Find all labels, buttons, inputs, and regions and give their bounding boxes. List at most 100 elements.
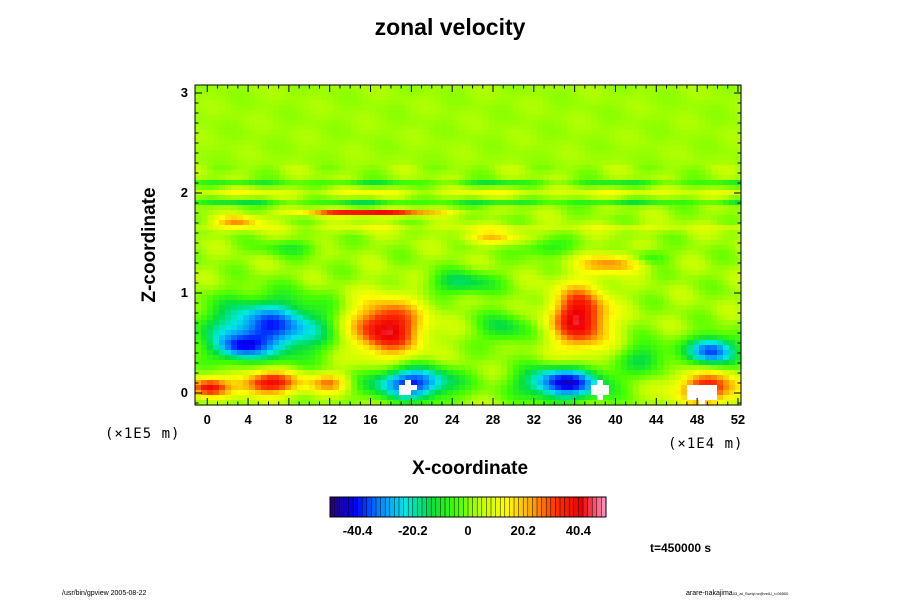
heatmap-cell bbox=[501, 310, 508, 316]
heatmap-cell bbox=[669, 280, 676, 286]
heatmap-cell bbox=[657, 285, 664, 291]
heatmap-cell bbox=[693, 205, 700, 211]
heatmap-cell bbox=[411, 350, 418, 356]
heatmap-cell bbox=[681, 305, 688, 311]
heatmap-cell bbox=[429, 250, 436, 256]
heatmap-cell bbox=[477, 280, 484, 286]
heatmap-cell bbox=[645, 145, 652, 151]
heatmap-cell bbox=[519, 140, 526, 146]
heatmap-cell bbox=[495, 335, 502, 341]
heatmap-cell bbox=[537, 190, 544, 196]
heatmap-cell bbox=[519, 120, 526, 126]
heatmap-cell bbox=[513, 345, 520, 351]
heatmap-cell bbox=[513, 120, 520, 126]
heatmap-cell bbox=[543, 210, 550, 216]
heatmap-cell bbox=[483, 220, 490, 226]
heatmap-cell bbox=[513, 250, 520, 256]
heatmap-cell bbox=[711, 280, 718, 286]
heatmap-cell bbox=[597, 190, 604, 196]
heatmap-cell bbox=[315, 215, 322, 221]
heatmap-cell bbox=[597, 225, 604, 231]
heatmap-cell bbox=[429, 240, 436, 246]
heatmap-cell bbox=[699, 285, 706, 291]
heatmap-cell bbox=[303, 265, 310, 271]
heatmap-cell bbox=[435, 210, 442, 216]
heatmap-cell bbox=[351, 290, 358, 296]
heatmap-cell bbox=[231, 320, 238, 326]
heatmap-cell bbox=[681, 140, 688, 146]
heatmap-cell bbox=[615, 110, 622, 116]
heatmap-cell bbox=[705, 140, 712, 146]
heatmap-cell bbox=[429, 180, 436, 186]
heatmap-cell bbox=[381, 115, 388, 121]
heatmap-cell bbox=[417, 315, 424, 321]
heatmap-cell bbox=[453, 290, 460, 296]
heatmap-cell bbox=[699, 230, 706, 236]
heatmap-cell bbox=[327, 135, 334, 141]
heatmap-cell bbox=[477, 110, 484, 116]
heatmap-cell bbox=[495, 95, 502, 101]
heatmap-cell bbox=[327, 315, 334, 321]
heatmap-cell bbox=[465, 255, 472, 261]
heatmap-cell bbox=[495, 125, 502, 131]
heatmap-cell bbox=[585, 150, 592, 156]
heatmap-cell bbox=[219, 225, 226, 231]
heatmap-cell bbox=[363, 145, 370, 151]
heatmap-cell bbox=[315, 265, 322, 271]
heatmap-cell bbox=[609, 165, 616, 171]
heatmap-cell bbox=[213, 180, 220, 186]
heatmap-cell bbox=[327, 115, 334, 121]
heatmap-cell bbox=[327, 130, 334, 136]
heatmap-cell bbox=[609, 155, 616, 161]
heatmap-cell bbox=[633, 345, 640, 351]
heatmap-cell bbox=[363, 170, 370, 176]
heatmap-cell bbox=[627, 310, 634, 316]
heatmap-cell bbox=[213, 240, 220, 246]
heatmap-cell bbox=[525, 205, 532, 211]
heatmap-cell bbox=[333, 350, 340, 356]
heatmap-cell bbox=[273, 290, 280, 296]
heatmap-cell bbox=[531, 285, 538, 291]
heatmap-cell bbox=[243, 225, 250, 231]
heatmap-cell bbox=[615, 115, 622, 121]
heatmap-cell bbox=[543, 150, 550, 156]
heatmap-cell bbox=[429, 350, 436, 356]
heatmap-cell bbox=[309, 215, 316, 221]
heatmap-cell bbox=[513, 185, 520, 191]
heatmap-cell bbox=[357, 130, 364, 136]
heatmap-cell bbox=[225, 235, 232, 241]
heatmap-cell bbox=[573, 275, 580, 281]
heatmap-cell bbox=[237, 115, 244, 121]
heatmap-cell bbox=[585, 355, 592, 361]
heatmap-cell bbox=[699, 105, 706, 111]
heatmap-cell bbox=[549, 220, 556, 226]
heatmap-cell bbox=[639, 325, 646, 331]
heatmap-cell bbox=[591, 95, 598, 101]
heatmap-cell bbox=[243, 205, 250, 211]
heatmap-cell bbox=[195, 315, 202, 321]
heatmap-cell bbox=[627, 105, 634, 111]
heatmap-cell bbox=[309, 100, 316, 106]
heatmap-cell bbox=[231, 260, 238, 266]
heatmap-cell bbox=[357, 255, 364, 261]
heatmap-cell bbox=[669, 85, 676, 91]
heatmap-cell bbox=[387, 120, 394, 126]
heatmap-cell bbox=[531, 190, 538, 196]
heatmap-cell bbox=[549, 125, 556, 131]
heatmap-cell bbox=[351, 210, 358, 216]
heatmap-cell bbox=[597, 130, 604, 136]
heatmap-cell bbox=[585, 245, 592, 251]
heatmap-cell bbox=[543, 180, 550, 186]
heatmap-cell bbox=[429, 195, 436, 201]
heatmap-cell bbox=[495, 140, 502, 146]
heatmap-cell bbox=[525, 85, 532, 91]
heatmap-cell bbox=[237, 195, 244, 201]
heatmap-cell bbox=[429, 210, 436, 216]
heatmap-cell bbox=[285, 160, 292, 166]
heatmap-cell bbox=[423, 90, 430, 96]
heatmap-cell bbox=[465, 235, 472, 241]
heatmap-cell bbox=[417, 220, 424, 226]
heatmap-cell bbox=[459, 250, 466, 256]
heatmap-cell bbox=[567, 355, 574, 361]
heatmap-cell bbox=[387, 195, 394, 201]
